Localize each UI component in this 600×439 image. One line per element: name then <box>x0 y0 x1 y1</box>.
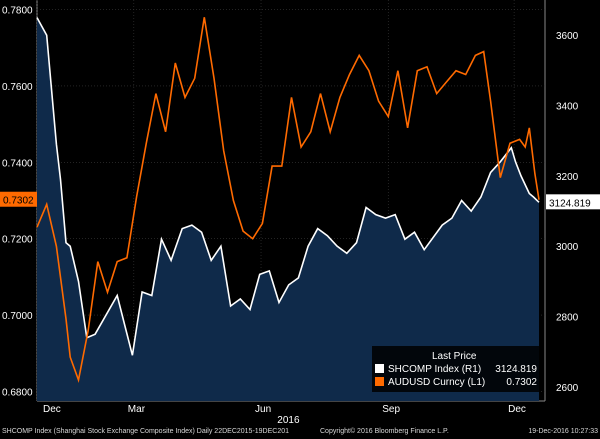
x-tick-label: Mar <box>128 404 146 415</box>
left-tick-label: 0.7400 <box>2 158 33 169</box>
right-value-tag-text: 3124.819 <box>549 198 591 209</box>
legend: Last Price SHCOMP Index (R1) 3124.819 AUDUS… <box>372 346 540 392</box>
legend-value: 3124.819 <box>495 364 537 375</box>
x-axis: Dec Mar Jun Sep Dec 2016 <box>43 404 526 425</box>
x-tick-label: Dec <box>43 404 61 415</box>
shcomp-area <box>37 17 539 401</box>
legend-box <box>372 346 540 392</box>
legend-label: SHCOMP Index (R1) <box>388 364 481 375</box>
left-tick-label: 0.7600 <box>2 82 33 93</box>
shcomp-line <box>36 17 540 356</box>
audusd-line <box>36 17 540 383</box>
x-tick-label: Jun <box>255 404 271 415</box>
left-axis: 0.6800 0.7000 0.7200 0.7400 0.7600 0.7800 <box>2 6 33 399</box>
x-tick-label: Sep <box>382 404 400 415</box>
left-tick-label: 0.6800 <box>2 387 33 398</box>
x-year-label: 2016 <box>277 415 300 425</box>
legend-title: Last Price <box>432 351 477 362</box>
legend-swatch <box>375 364 384 373</box>
right-tick-label: 3600 <box>556 31 579 42</box>
x-tick-label: Dec <box>508 404 526 415</box>
left-value-tag-text: 0.7302 <box>3 196 34 207</box>
left-tick-label: 0.7800 <box>2 6 33 17</box>
right-tick-label: 2600 <box>556 383 579 394</box>
right-tick-label: 2800 <box>556 313 579 324</box>
legend-swatch <box>375 377 384 386</box>
right-tick-label: 3000 <box>556 242 579 253</box>
last-value-tags: 0.7302 3124.819 <box>0 191 600 210</box>
right-tick-label: 3400 <box>556 102 579 113</box>
footer-copyright: Copyright© 2016 Bloomberg Finance L.P. <box>320 428 449 435</box>
left-tick-label: 0.7200 <box>2 235 33 246</box>
left-tick-label: 0.7000 <box>2 311 33 322</box>
right-tick-label: 3200 <box>556 172 579 183</box>
line-chart: 0.6800 0.7000 0.7200 0.7400 0.7600 0.7800 260… <box>0 0 600 425</box>
footer-timestamp: 19-Dec-2016 10:27:33 <box>528 428 598 435</box>
right-axis: 2600 2800 3000 3200 3400 3600 <box>556 31 579 394</box>
legend-label: AUDUSD Curncy (L1) <box>388 377 485 388</box>
footer: SHCOMP Index (Shanghai Stock Exchange Co… <box>0 425 600 439</box>
right-value-tag <box>546 194 600 210</box>
left-value-tag <box>0 191 37 207</box>
legend-value: 0.7302 <box>506 377 537 388</box>
footer-source: SHCOMP Index (Shanghai Stock Exchange Co… <box>2 428 290 435</box>
